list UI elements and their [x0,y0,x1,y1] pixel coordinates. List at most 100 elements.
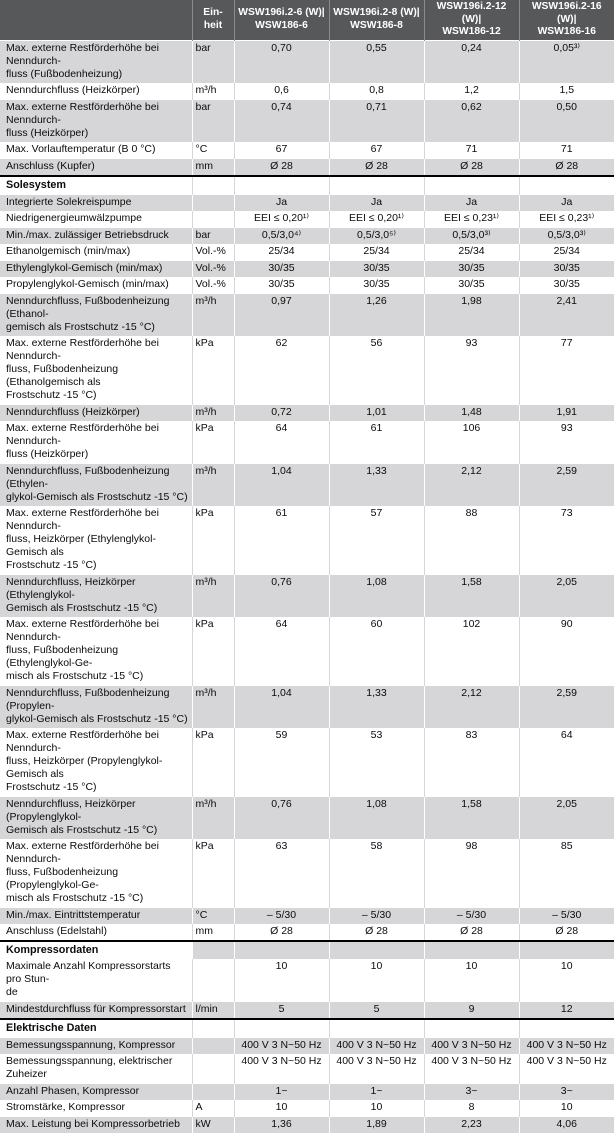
section-value-cell [423,939,519,959]
row-unit [191,210,234,227]
row-value-col-3: 0,62 [423,98,519,142]
row-value-col-2: 5 [328,1000,424,1019]
table-row: Mindestdurchfluss für Kompressorstart l/m… [0,1000,614,1019]
row-value-col-1: 64 [233,616,329,685]
row-value-col-1: 30/35 [233,276,329,293]
row-value-col-1: 5 [233,1000,329,1019]
row-value-col-1: 0,70 [233,39,329,83]
row-value-col-2: 1,33 [328,684,424,728]
row-value-col-3: 30/35 [423,276,519,293]
row-value-col-2: 1,01 [328,403,424,421]
row-unit: m³/h [191,795,234,839]
row-unit: m³/h [191,403,234,421]
row-label: Max. externe Restförderhöhe bei Nenndurc… [0,727,192,796]
table-row: Stromstärke, Kompressor A 10 10 8 10 [0,1099,614,1116]
row-value-col-4: 85 [518,838,614,907]
table-head: Ein- heit WSW196i.2-6 (W)| WSW186-6 WSW196… [0,0,614,40]
row-unit: bar [191,98,234,142]
row-label: Niedrigenergieumwälzpumpe [0,210,192,227]
row-label: Nenndurchfluss, Fußbodenheizung (Ethylen… [0,462,192,506]
row-value-col-3: 1,48 [423,403,519,421]
table-row: Nenndurchfluss (Heizkörper) m³/h 0,72 1,01 1… [0,403,614,421]
row-value-col-1: 63 [233,838,329,907]
row-value-col-3: Ø 28 [423,923,519,941]
row-value-col-4: 64 [518,727,614,796]
row-value-col-4: 3~ [518,1082,614,1100]
row-label: Max. Leistung bei Kompressorbetrieb [0,1115,192,1133]
table-row: Max. Leistung bei Kompressorbetrieb kW 1,3… [0,1115,614,1133]
row-value-col-1: – 5/30 [233,906,329,924]
row-value-col-1: 400 V 3 N~50 Hz [233,1036,329,1054]
section-value-cell [328,174,424,194]
row-value-col-3: Ja [423,193,519,211]
header-model-cell-2: WSW196i.2-8 (W)| WSW186-8 [328,0,424,40]
table-row: Anschluss (Edelstahl) mm Ø 28 Ø 28 Ø 28 Ø 28 [0,923,614,941]
row-value-col-1: 61 [233,505,329,574]
row-value-col-2: Ø 28 [328,157,424,176]
row-label: Max. externe Restförderhöhe bei Nenndurc… [0,420,192,463]
row-value-col-4: EEI ≤ 0,23¹⁾ [518,210,614,227]
row-label: Bemessungsspannung, Kompressor [0,1036,192,1054]
row-unit: Vol.-% [191,276,234,293]
row-label: Integrierte Solekreispumpe [0,193,192,211]
row-unit [191,1082,234,1100]
row-value-col-1: 1,04 [233,684,329,728]
row-value-col-4: 10 [518,1099,614,1116]
row-value-col-1: 59 [233,727,329,796]
row-value-col-1: Ø 28 [233,923,329,941]
row-label: Nenndurchfluss (Heizkörper) [0,82,192,99]
row-value-col-1: 25/34 [233,243,329,260]
row-value-col-1: 10 [233,1099,329,1116]
row-value-col-3: 102 [423,616,519,685]
row-value-col-3: Ø 28 [423,157,519,176]
row-value-col-3: 9 [423,1000,519,1019]
row-value-col-4: 1,5 [518,82,614,99]
row-label: Ethanolgemisch (min/max) [0,243,192,260]
section-value-cell [233,939,329,959]
row-unit: l/min [191,1000,234,1019]
table-row: Min./max. Eintrittstemperatur °C – 5/30– 5… [0,906,614,924]
row-unit: °C [191,906,234,924]
table-row: Max. externe Restförderhöhe bei Nenndurc… [0,616,614,685]
section-row: Solesystem [0,174,614,194]
row-unit: kPa [191,616,234,685]
row-value-col-1: 62 [233,335,329,404]
row-value-col-4: 400 V 3 N~50 Hz [518,1036,614,1054]
row-value-col-1: 0,74 [233,98,329,142]
row-value-col-3: – 5/30 [423,906,519,924]
row-value-col-4: 2,05 [518,573,614,617]
row-unit: mm [191,157,234,176]
row-value-col-2: 10 [328,1099,424,1116]
row-value-col-2: 58 [328,838,424,907]
table-row: Max. externe Restförderhöhe bei Nenndurc… [0,838,614,907]
section-value-cell [518,1017,614,1037]
row-unit [191,1053,234,1083]
row-value-col-1: EEI ≤ 0,20¹⁾ [233,210,329,227]
section-value-cell [518,174,614,194]
section-value-cell [423,1017,519,1037]
section-value-cell [423,174,519,194]
row-label: Nenndurchfluss (Heizkörper) [0,403,192,421]
table-row: Max. externe Restförderhöhe bei Nenndurc… [0,335,614,404]
row-label: Max. externe Restförderhöhe bei Nenndurc… [0,335,192,404]
row-label: Max. externe Restförderhöhe bei Nenndurc… [0,838,192,907]
table-row: Niedrigenergieumwälzpumpe EEI ≤ 0,20¹⁾ EEI… [0,210,614,227]
row-unit: kW [191,1115,234,1133]
row-label: Nenndurchfluss, Fußbodenheizung (Ethanol… [0,292,192,336]
row-value-col-3: 71 [423,141,519,158]
row-value-col-1: 1,04 [233,462,329,506]
row-value-col-2: Ja [328,193,424,211]
section-row: Kompressordaten [0,939,614,959]
row-value-col-3: 93 [423,335,519,404]
row-value-col-4: 0,5/3,0³⁾ [518,226,614,244]
row-value-col-1: 67 [233,141,329,158]
section-value-cell [233,174,329,194]
row-value-col-1: 0,6 [233,82,329,99]
row-value-col-2: 60 [328,616,424,685]
row-value-col-4: 12 [518,1000,614,1019]
row-label: Ethylenglykol-Gemisch (min/max) [0,259,192,277]
table-row: Anschluss (Kupfer) mm Ø 28 Ø 28 Ø 28 Ø 28 [0,157,614,176]
row-value-col-4: 25/34 [518,243,614,260]
table-row: Max. externe Restförderhöhe bei Nenndurc… [0,39,614,83]
row-unit: kPa [191,727,234,796]
